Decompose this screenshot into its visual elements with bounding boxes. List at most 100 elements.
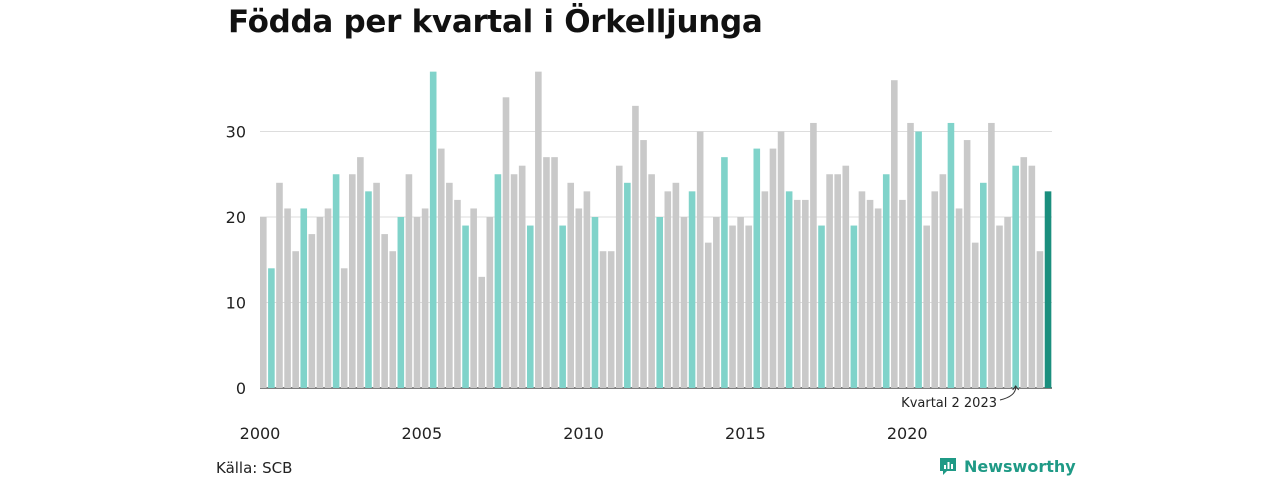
bar [413, 217, 421, 388]
x-tick-label: 2015 [725, 424, 766, 443]
bar [470, 208, 477, 388]
bar [931, 191, 939, 388]
bars [260, 71, 1052, 389]
annotation: Kvartal 2 2023 [901, 385, 1020, 411]
brand-name: Newsworthy [964, 456, 1076, 476]
bar [1036, 251, 1044, 388]
bar [1012, 165, 1019, 388]
x-tick-label: 2005 [401, 424, 442, 443]
bar [591, 217, 599, 388]
bar [535, 71, 542, 389]
bar [704, 242, 712, 388]
bar [971, 242, 979, 388]
bar [729, 225, 736, 388]
bar [664, 191, 672, 388]
annotation-arrow [999, 385, 1017, 401]
bar [478, 276, 486, 388]
bar [899, 199, 906, 388]
bar [421, 208, 429, 388]
bar [753, 148, 761, 388]
x-tick-label: 2000 [240, 424, 281, 443]
bar [648, 174, 655, 388]
bar [357, 157, 364, 388]
bar [907, 122, 914, 388]
bar [389, 251, 397, 388]
bar [963, 140, 971, 388]
bar [866, 199, 874, 388]
bar [1028, 165, 1036, 388]
bar [494, 174, 502, 388]
bar [769, 148, 777, 388]
bar [260, 217, 267, 388]
bar [761, 191, 769, 388]
bar [947, 122, 955, 388]
bar [284, 208, 291, 388]
bar [543, 157, 550, 388]
bar [526, 225, 534, 388]
bar [292, 251, 299, 388]
bar [656, 217, 664, 388]
bar [996, 225, 1003, 388]
bar [437, 148, 445, 388]
bar [915, 131, 922, 388]
bar [874, 208, 882, 388]
bar [826, 174, 833, 388]
bar [502, 97, 510, 389]
bar [842, 165, 850, 388]
bar [615, 165, 623, 388]
bar [988, 122, 995, 388]
bar [551, 157, 558, 388]
bar [721, 157, 728, 388]
bar [745, 225, 752, 388]
y-tick-label: 0 [236, 379, 246, 398]
bar [599, 251, 607, 388]
bar [373, 182, 380, 388]
brand-logo: Newsworthy [938, 456, 1076, 476]
bar [518, 165, 526, 388]
bar [510, 174, 518, 388]
bar [381, 234, 388, 388]
bar [340, 268, 348, 388]
bar [429, 71, 437, 389]
bar [632, 105, 639, 388]
source-note: Källa: SCB [216, 459, 293, 477]
bar [583, 191, 591, 388]
bar [268, 268, 275, 388]
y-tick-label: 30 [226, 123, 246, 142]
bar [777, 131, 785, 388]
bar [1004, 217, 1011, 388]
bar [672, 182, 680, 388]
bar [300, 208, 308, 388]
x-axis: 2000 2005 2010 2015 2020 [240, 424, 928, 443]
bar [834, 174, 841, 388]
y-tick-label: 10 [226, 294, 246, 313]
bar [939, 174, 947, 388]
bar [446, 182, 453, 388]
bar [785, 191, 793, 388]
bar [348, 174, 356, 388]
bar [332, 174, 340, 388]
chart-title: Födda per kvartal i Örkelljunga [228, 4, 763, 40]
bar [405, 174, 413, 388]
bar [454, 199, 461, 388]
bar [397, 217, 405, 388]
bar [462, 225, 469, 388]
bar [850, 225, 858, 388]
bar [737, 217, 744, 388]
bar [802, 199, 809, 388]
bar [923, 225, 930, 388]
bar [818, 225, 825, 388]
bar [713, 217, 720, 388]
bar [882, 174, 890, 388]
bar [1044, 191, 1052, 388]
newsworthy-logo-icon [940, 458, 956, 475]
bar [324, 208, 332, 388]
bar [559, 225, 566, 388]
bar [640, 140, 647, 388]
bar [696, 131, 704, 388]
x-tick-label: 2010 [563, 424, 604, 443]
annotation-label: Kvartal 2 2023 [901, 396, 997, 411]
annotation-arrowhead [1012, 385, 1020, 391]
bar [316, 217, 324, 388]
